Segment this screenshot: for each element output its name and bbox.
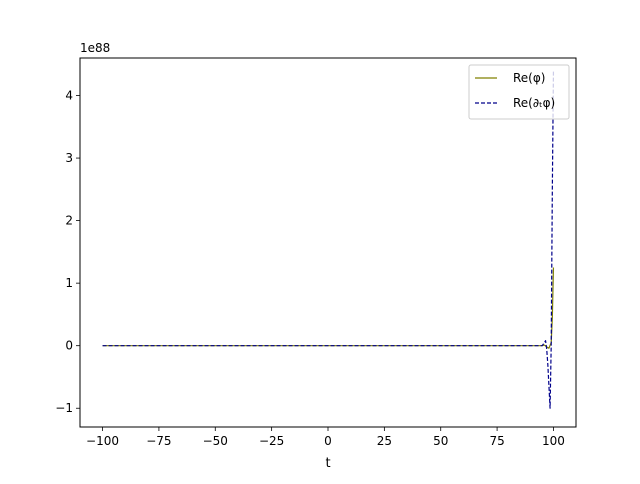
- x-tick-label: −25: [259, 434, 284, 448]
- x-tick-label: 0: [324, 434, 332, 448]
- x-tick-label: −50: [203, 434, 228, 448]
- x-tick-label: 25: [377, 434, 392, 448]
- x-tick-label: −75: [146, 434, 171, 448]
- y-tick-label: 4: [65, 89, 73, 103]
- x-tick-label: 75: [489, 434, 504, 448]
- y-tick-label: −1: [55, 401, 73, 415]
- x-tick-label: 50: [433, 434, 448, 448]
- legend: Re(φ) Re(∂ₜφ): [468, 64, 570, 120]
- y-tick-label: 2: [65, 214, 73, 228]
- x-axis-label: t: [325, 456, 330, 471]
- legend-label-re-phi: Re(φ): [513, 71, 545, 85]
- y-offset-text: 1e88: [80, 41, 110, 55]
- y-tick-label: 1: [65, 276, 73, 290]
- x-tick-label: −100: [86, 434, 119, 448]
- x-tick-label: 100: [542, 434, 565, 448]
- legend-label-re-dt-phi: Re(∂ₜφ): [513, 96, 555, 110]
- y-tick-label: 3: [65, 151, 73, 165]
- series-line-re-dt-phi: [102, 70, 555, 409]
- y-tick-label: 0: [65, 339, 73, 353]
